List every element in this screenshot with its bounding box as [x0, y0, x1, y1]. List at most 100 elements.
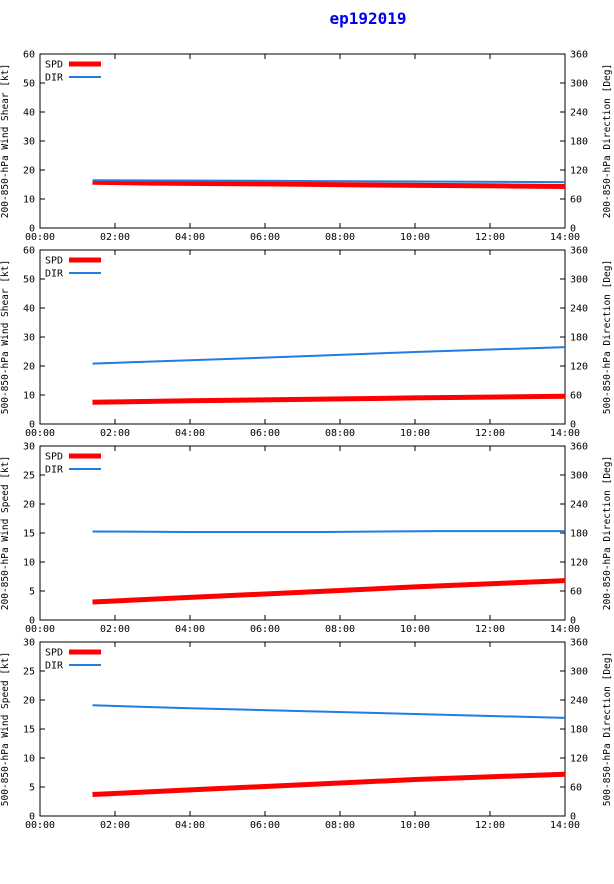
x-tick-label: 10:00 [400, 232, 430, 243]
y-axis-label: 500-850-hPa Wind Speed [kt] [0, 652, 11, 806]
y2-tick-label: 180 [570, 333, 588, 344]
x-tick-label: 00:00 [25, 428, 55, 439]
y-tick-label: 5 [29, 783, 35, 794]
x-tick-label: 10:00 [400, 428, 430, 439]
x-tick-label: 06:00 [250, 820, 280, 831]
page-title: ep192019 [329, 9, 406, 28]
chart-panel-1: 0 10 20 30 40 50 60 0 60 120 180 240 300 360 00:00 02:0… [0, 50, 613, 244]
y2-tick-label: 120 [570, 558, 588, 569]
x-tick-label: 04:00 [175, 232, 205, 243]
y-tick-label: 0 [29, 616, 35, 627]
y2-tick-label: 300 [570, 79, 588, 90]
y2-tick-label: 0 [570, 616, 576, 627]
y-tick-label: 10 [23, 391, 35, 402]
y-axis-label: 200-850-hPa Wind Shear [kt] [0, 64, 11, 218]
y2-tick-label: 360 [570, 246, 588, 257]
legend-label-dir: DIR [45, 661, 64, 672]
plot-frame [39, 53, 566, 229]
y-tick-label: 10 [23, 195, 35, 206]
y-tick-label: 40 [23, 304, 35, 315]
y-tick-label: 20 [23, 166, 35, 177]
y2-tick-label: 120 [570, 166, 588, 177]
series-spd-line [92, 179, 566, 189]
x-tick-label: 10:00 [400, 624, 430, 635]
x-tick-label: 12:00 [475, 428, 505, 439]
series-spd-line [92, 393, 566, 405]
y2-tick-label: 360 [570, 50, 588, 61]
y-tick-label: 10 [23, 558, 35, 569]
y-axis-label: 500-850-hPa Wind Shear [kt] [0, 260, 11, 414]
y-tick-label: 5 [29, 587, 35, 598]
y-tick-label: 0 [29, 812, 35, 823]
y-tick-label: 60 [23, 246, 35, 257]
y-tick-label: 50 [23, 275, 35, 286]
y-tick-label: 40 [23, 108, 35, 119]
y-tick-label: 10 [23, 754, 35, 765]
y2-axis-label: 200-850-hPa Direction [Deg] [602, 456, 613, 610]
x-tick-label: 14:00 [550, 820, 580, 831]
x-tick-label: 04:00 [175, 624, 205, 635]
x-tick-label: 10:00 [400, 820, 430, 831]
y2-axis-label: 500-850-hPa Direction [Deg] [602, 260, 613, 414]
y-tick-label: 25 [23, 471, 35, 482]
y-tick-label: 30 [23, 442, 35, 453]
y-tick-label: 20 [23, 500, 35, 511]
series-spd-line [92, 578, 566, 605]
y2-tick-label: 60 [570, 195, 582, 206]
y-tick-label: 30 [23, 638, 35, 649]
x-tick-label: 04:00 [175, 820, 205, 831]
x-tick-label: 12:00 [475, 232, 505, 243]
x-tick-label: 02:00 [100, 428, 130, 439]
x-tick-label: 12:00 [475, 820, 505, 831]
y-tick-label: 15 [23, 529, 35, 540]
y2-tick-label: 240 [570, 500, 588, 511]
x-tick-label: 12:00 [475, 624, 505, 635]
y2-tick-label: 240 [570, 108, 588, 119]
x-tick-label: 00:00 [25, 820, 55, 831]
legend-label-dir: DIR [45, 73, 64, 84]
y-tick-label: 30 [23, 137, 35, 148]
y2-tick-label: 0 [570, 812, 576, 823]
y2-tick-label: 0 [570, 420, 576, 431]
legend-label-spd: SPD [45, 452, 63, 463]
y-tick-label: 30 [23, 333, 35, 344]
y2-tick-label: 360 [570, 638, 588, 649]
y2-axis-label: 500-850-hPa Direction [Deg] [602, 652, 613, 806]
plot-frame [39, 641, 566, 817]
y-tick-label: 20 [23, 696, 35, 707]
y2-tick-label: 240 [570, 696, 588, 707]
x-tick-label: 08:00 [325, 820, 355, 831]
x-tick-label: 00:00 [25, 624, 55, 635]
chart-panel-2: 0 10 20 30 40 50 60 0 60 120 180 240 300 360 00:00 02:0… [0, 246, 613, 440]
series-dir-line [92, 179, 566, 184]
y2-tick-label: 60 [570, 587, 582, 598]
y2-tick-label: 0 [570, 224, 576, 235]
x-tick-label: 14:00 [550, 428, 580, 439]
y-tick-label: 0 [29, 420, 35, 431]
y-tick-label: 0 [29, 224, 35, 235]
x-tick-label: 00:00 [25, 232, 55, 243]
y2-axis-label: 200-850-hPa Direction [Deg] [602, 64, 613, 218]
x-tick-label: 08:00 [325, 428, 355, 439]
x-tick-label: 06:00 [250, 232, 280, 243]
y2-tick-label: 60 [570, 391, 582, 402]
legend-label-dir: DIR [45, 465, 64, 476]
y-tick-label: 60 [23, 50, 35, 61]
y-axis-label: 200-850-hPa Wind Speed [kt] [0, 456, 11, 610]
x-tick-label: 02:00 [100, 232, 130, 243]
legend-label-dir: DIR [45, 269, 64, 280]
y2-tick-label: 180 [570, 529, 588, 540]
x-tick-label: 04:00 [175, 428, 205, 439]
x-tick-label: 08:00 [325, 232, 355, 243]
y2-tick-label: 300 [570, 667, 588, 678]
y2-tick-label: 120 [570, 362, 588, 373]
x-tick-label: 14:00 [550, 624, 580, 635]
y2-tick-label: 240 [570, 304, 588, 315]
y2-tick-label: 120 [570, 754, 588, 765]
y2-tick-label: 60 [570, 783, 582, 794]
y2-tick-label: 300 [570, 275, 588, 286]
x-tick-label: 14:00 [550, 232, 580, 243]
